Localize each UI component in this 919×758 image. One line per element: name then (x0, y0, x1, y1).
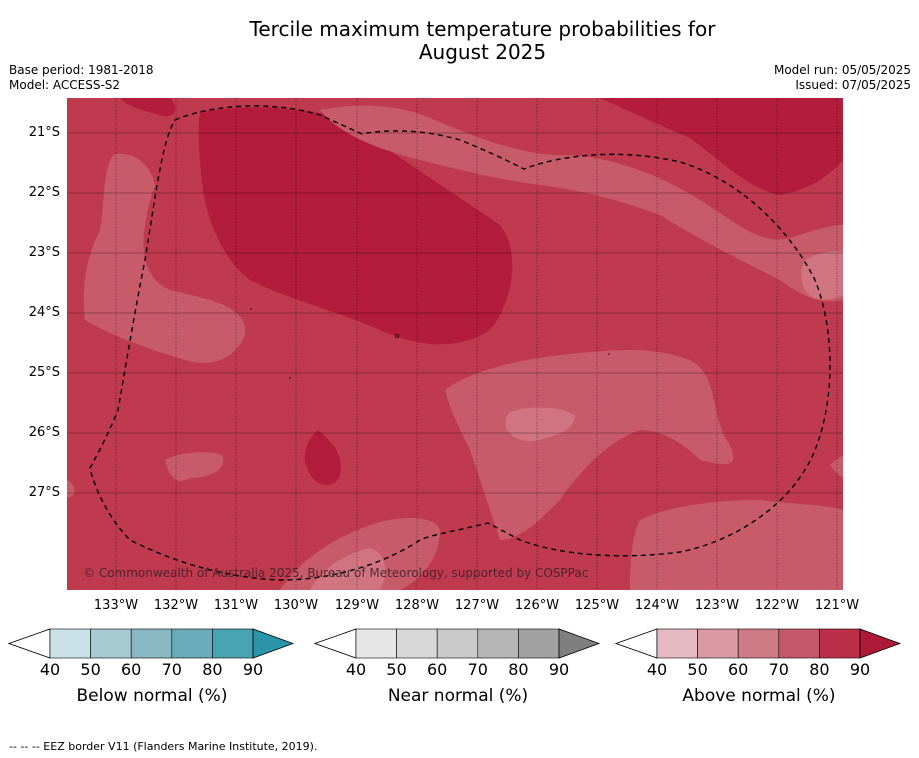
region-above-80-90-northeast (600, 98, 843, 195)
colorbar-segment (819, 628, 861, 659)
colorbar-segment (477, 628, 519, 659)
colorbar-tick-label: 40 (39, 660, 61, 679)
colorbar-tick-label: 60 (121, 660, 142, 679)
colorbar-below (8, 628, 295, 659)
colorbar-segment (396, 628, 438, 659)
colorbar-high-arrow (252, 628, 295, 659)
colorbar-tick-label: 60 (427, 660, 448, 679)
longitude-tick-label: 128°W (394, 598, 440, 613)
longitude-tick-label: 124°W (634, 598, 680, 613)
region-above-60-70-north (320, 105, 843, 302)
island-mark (395, 334, 399, 338)
colorbar-tick-label: 50 (386, 660, 407, 679)
colorbar-segment (90, 628, 132, 659)
region-above-80-90-north (120, 98, 176, 117)
region-above-50-60-east (801, 251, 843, 300)
colorbar-tick-label: 50 (687, 660, 708, 679)
colorbar-tick-label: 80 (809, 660, 830, 679)
colorbar-tick-label: 60 (728, 660, 749, 679)
colorbar-tick-label: 70 (161, 660, 182, 679)
island-mark (608, 353, 610, 355)
colorbar-above-title: Above normal (%) (682, 686, 836, 706)
latitude-tick-label: 23°S (28, 245, 60, 260)
probability-fill (67, 98, 843, 590)
colorbar-low-arrow (8, 628, 51, 659)
model-run: Model run: 05/05/2025 (773, 63, 911, 77)
latitude-tick-label: 26°S (28, 425, 60, 440)
colorbar-tick-label: 40 (646, 660, 668, 679)
colorbar-segment (49, 628, 91, 659)
region-above-60-70-westedge (67, 480, 75, 498)
meta-right: Model run: 05/05/2025 Issued: 07/05/2025 (774, 63, 911, 93)
latitude-tick-label: 25°S (28, 365, 60, 380)
region-above-80-90-west (198, 107, 513, 345)
longitude-tick-label: 131°W (213, 598, 259, 613)
colorbar-segment (436, 628, 479, 659)
colorbar-below-title: Below normal (%) (76, 686, 228, 706)
colorbar-tick-label: 90 (548, 660, 570, 679)
island-mark (250, 308, 252, 310)
colorbar-tick-label: 80 (508, 660, 529, 679)
colorbar-tick-label: 70 (467, 660, 488, 679)
colorbar-segment (212, 628, 254, 659)
region-above-60-70-center (445, 350, 734, 540)
colorbar-segment (130, 628, 173, 659)
longitude-tick-label: 122°W (754, 598, 800, 613)
region-above-60-70-southwest (165, 452, 224, 481)
longitude-tick-label: 132°W (153, 598, 199, 613)
longitude-tick-label: 126°W (514, 598, 560, 613)
chart-title: Tercile maximum temperature probabilitie… (0, 18, 919, 64)
colorbar-segment (656, 628, 698, 659)
colorbar-tick-label: 80 (202, 660, 223, 679)
region-above-80-90-small (304, 430, 341, 486)
longitude-tick-label: 127°W (454, 598, 500, 613)
latitude-tick-label: 27°S (28, 485, 60, 500)
colorbar-high-arrow (558, 628, 601, 659)
colorbar-segment (697, 628, 739, 659)
colorbar-near-title: Near normal (%) (387, 686, 529, 706)
title-line-2: August 2025 (418, 40, 547, 64)
longitude-tick-label: 130°W (273, 598, 319, 613)
model-name: Model: ACCESS-S2 (9, 78, 121, 92)
colorbar-above (615, 628, 902, 659)
meta-left: Base period: 1981-2018 Model: ACCESS-S2 (9, 63, 154, 93)
colorbar-tick-label: 90 (849, 660, 871, 679)
colorbar-tick-label: 70 (768, 660, 789, 679)
colorbar-low-arrow (314, 628, 357, 659)
region-above-60-70-southeast (630, 500, 843, 590)
base-period: Base period: 1981-2018 (9, 63, 154, 77)
colorbar-tick-label: 90 (242, 660, 264, 679)
colorbar-near (314, 628, 601, 659)
latitude-tick-label: 21°S (28, 125, 60, 140)
region-above-60-70-edge (830, 455, 843, 478)
longitude-tick-label: 125°W (574, 598, 620, 613)
copyright-text: © Commonwealth of Australia 2025, Bureau… (83, 566, 589, 580)
colorbar-tick-label: 50 (80, 660, 101, 679)
island-mark (289, 377, 291, 379)
colorbar-segment (355, 628, 397, 659)
gridlines (67, 98, 843, 590)
colorbar-segment (518, 628, 560, 659)
colorbar-high-arrow (859, 628, 902, 659)
title-line-1: Tercile maximum temperature probabilitie… (249, 17, 716, 41)
issued-date: Issued: 07/05/2025 (795, 78, 911, 92)
colorbar-segment (737, 628, 780, 659)
latitude-tick-label: 22°S (28, 185, 60, 200)
colorbar-segment (778, 628, 820, 659)
eez-footnote: -- -- -- EEZ border V11 (Flanders Marine… (9, 740, 318, 753)
eez-border-line (89, 105, 831, 581)
longitude-tick-label: 129°W (334, 598, 380, 613)
latitude-tick-label: 24°S (28, 305, 60, 320)
longitude-tick-label: 133°W (93, 598, 139, 613)
region-above-60-70-west (83, 153, 246, 363)
colorbar-segment (171, 628, 213, 659)
colorbar-low-arrow (615, 628, 658, 659)
region-above-50-60-south (310, 548, 386, 590)
longitude-tick-label: 123°W (694, 598, 740, 613)
longitude-tick-label: 121°W (814, 598, 860, 613)
colorbar-tick-label: 40 (345, 660, 367, 679)
